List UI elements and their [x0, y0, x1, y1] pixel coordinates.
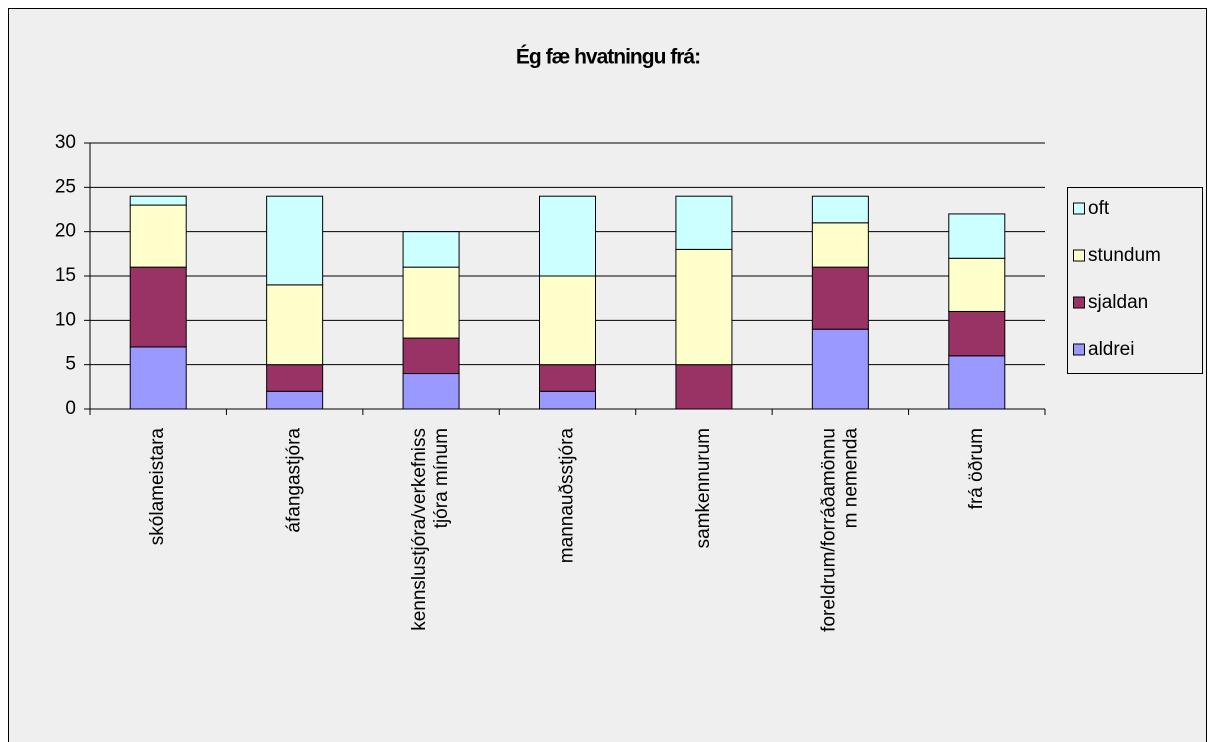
y-tick-label: 20 — [55, 221, 76, 242]
bar-segment — [948, 257, 1006, 312]
bar-segment — [402, 373, 460, 410]
x-tick-label: frá öðrum — [966, 428, 987, 509]
x-tick-label: kennslustjóra/verkefnisstjóra mínum — [409, 428, 452, 631]
legend-label: stundum — [1088, 245, 1161, 266]
bar-segment — [675, 248, 733, 366]
legend-label: oft — [1088, 198, 1110, 219]
chart-title: Ég fæ hvatningu frá: — [516, 46, 700, 69]
bar-segment — [539, 275, 596, 366]
legend-box — [1067, 187, 1203, 374]
bar-segment — [539, 195, 596, 277]
bar-segment — [129, 195, 187, 206]
y-tick-label: 30 — [55, 132, 76, 153]
bar-segment — [402, 266, 460, 339]
legend-label: aldrei — [1088, 339, 1134, 360]
bar-segment — [129, 266, 187, 348]
bar-segment — [811, 328, 869, 410]
bar-segment — [675, 364, 733, 410]
bar-segment — [129, 346, 187, 410]
bar-segment — [811, 195, 869, 224]
bar-segment — [811, 222, 869, 268]
y-tick-label: 0 — [65, 398, 76, 419]
bar-segment — [266, 284, 324, 366]
legend-label: sjaldan — [1088, 292, 1148, 313]
bar-segment — [266, 195, 324, 286]
legend-swatch — [1073, 296, 1085, 309]
y-tick-label: 5 — [65, 354, 76, 375]
bar-segment — [948, 213, 1006, 259]
x-tick-label: skólameistara — [147, 428, 168, 546]
y-tick-label: 10 — [55, 309, 76, 330]
bar-segment — [402, 337, 460, 375]
bar-segment — [539, 364, 596, 392]
x-tick-label: samkennurum — [693, 428, 714, 548]
bar-segment — [948, 310, 1006, 357]
x-tick-label: foreldrum/forráðamönnum nemenda — [818, 428, 861, 632]
y-tick-label: 15 — [55, 265, 76, 286]
x-tick-label: mannauðsstjóra — [557, 428, 578, 564]
bar-segment — [266, 390, 324, 410]
legend-swatch — [1073, 343, 1085, 356]
x-tick-label: áfangastjóra — [284, 428, 305, 533]
bar-segment — [129, 204, 187, 268]
legend-swatch — [1073, 202, 1085, 215]
legend-swatch — [1073, 249, 1085, 262]
bar-segment — [811, 266, 869, 330]
bar-segment — [402, 231, 460, 268]
bar-segment — [266, 364, 324, 392]
bar-segment — [948, 355, 1006, 410]
bar-segment — [539, 390, 596, 410]
y-tick-label: 25 — [55, 176, 76, 197]
bar-segment — [675, 195, 733, 250]
chart-frame — [8, 8, 1207, 742]
